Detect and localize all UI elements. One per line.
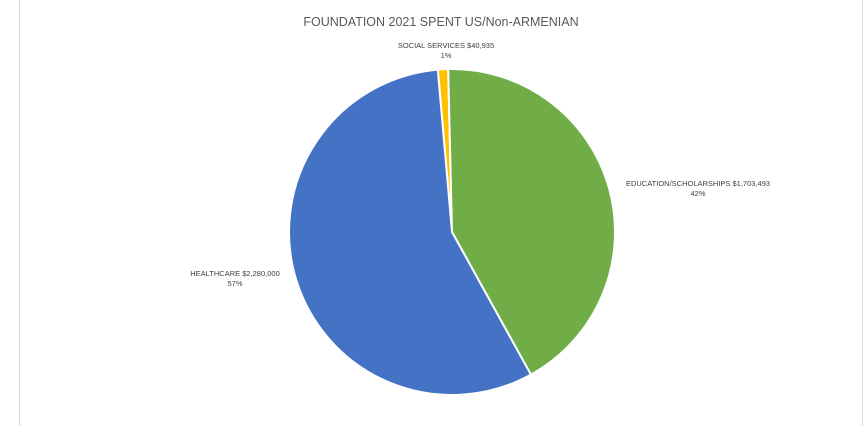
slice-percent-social-services: 1% <box>441 51 452 60</box>
slice-label-healthcare: HEALTHCARE $2,280,000 <box>190 269 280 278</box>
slice-percent-healthcare: 57% <box>227 279 242 288</box>
chart-title: FOUNDATION 2021 SPENT US/Non-ARMENIAN <box>303 15 578 29</box>
pie-slice-healthcare <box>288 68 532 396</box>
slice-label-social-services: SOCIAL SERVICES $40,935 <box>398 41 494 50</box>
slice-label-education-scholarships: EDUCATION/SCHOLARSHIPS $1,703,493 <box>626 179 770 188</box>
pie-slice-education-scholarships <box>447 68 616 376</box>
chart-border-left <box>19 0 20 427</box>
pie-slices <box>288 68 616 396</box>
slice-percent-education-scholarships: 42% <box>690 189 705 198</box>
